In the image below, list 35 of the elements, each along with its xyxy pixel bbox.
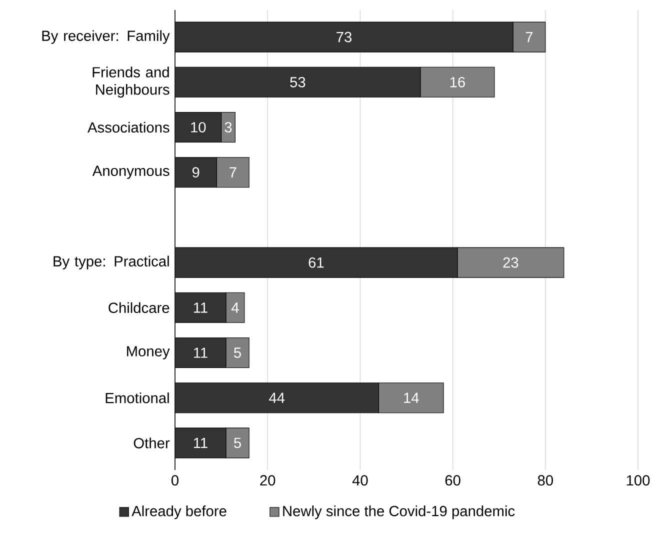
data-label: 7	[230, 167, 236, 178]
data-label: 61	[308, 257, 324, 268]
x-tick-label: 0	[171, 475, 178, 486]
data-label: 14	[404, 392, 419, 403]
data-label: 73	[336, 32, 352, 42]
y-tick-label: By receiver: Family	[42, 30, 170, 44]
legend-label: Newly since the Covid-19 pandemic	[283, 506, 515, 520]
data-label: 10	[191, 122, 206, 132]
data-label: 23	[503, 257, 518, 268]
data-label: 7	[526, 32, 533, 42]
y-tick-label: Emotional	[106, 392, 169, 404]
x-tick-label: 20	[260, 475, 276, 486]
x-tick-label: 60	[445, 475, 460, 486]
data-label: 44	[269, 392, 285, 403]
y-tick-label: Childcare	[108, 302, 170, 314]
data-label: 11	[194, 438, 208, 448]
x-tick-label: 40	[352, 475, 368, 486]
y-tick-label: Money	[127, 346, 170, 360]
x-tick-label: 100	[626, 475, 650, 486]
data-label: 53	[290, 76, 306, 88]
data-label: 11	[194, 302, 208, 313]
legend-label: Already before	[132, 506, 226, 520]
data-label: 4	[231, 302, 239, 313]
data-label: 3	[224, 122, 232, 132]
data-label: 11	[194, 348, 208, 358]
y-tick-label: Friends and Neighbours	[92, 66, 170, 98]
data-label: 5	[234, 348, 241, 358]
y-tick-label: Anonymous	[92, 166, 170, 179]
y-tick-label: By type: Practical	[54, 256, 169, 270]
data-label: 5	[234, 438, 241, 448]
y-tick-label: Other	[134, 438, 170, 448]
y-tick-label: Associations	[88, 122, 170, 133]
x-tick-label: 80	[538, 475, 553, 486]
data-label: 16	[450, 76, 465, 88]
data-label: 9	[192, 167, 200, 178]
